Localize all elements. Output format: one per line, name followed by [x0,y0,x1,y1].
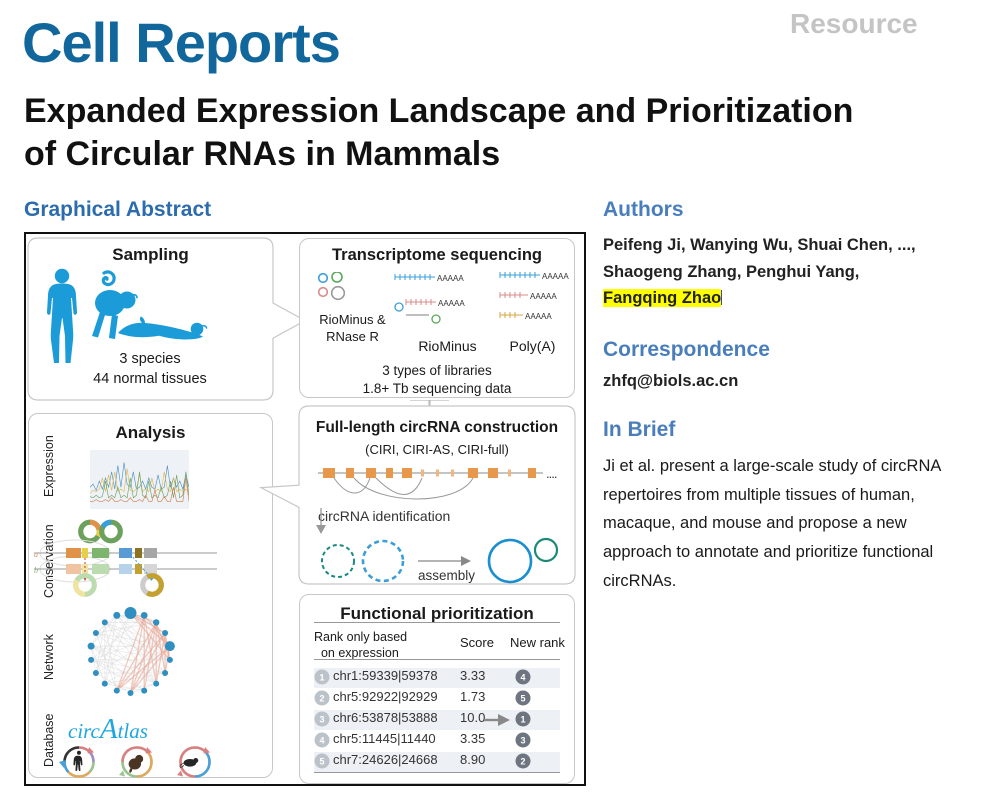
svg-text:2: 2 [319,694,324,704]
svg-text:4: 4 [520,673,525,683]
svg-text:AAAAA: AAAAA [542,272,569,281]
svg-text:AAAAA: AAAAA [437,274,464,283]
svg-text:assembly: assembly [418,568,475,583]
svg-text:1: 1 [319,673,324,683]
svg-text:AAAAA: AAAAA [530,292,557,301]
svg-text:5: 5 [319,757,324,767]
svg-text:4: 4 [319,736,324,746]
svg-text:....: .... [546,466,557,481]
svg-text:5: 5 [520,694,525,704]
svg-text:b: b [34,566,38,575]
svg-text:AAAAA: AAAAA [525,312,552,321]
svg-text:2: 2 [520,757,525,767]
svg-text:3: 3 [520,736,525,746]
svg-text:1: 1 [520,715,525,725]
svg-text:a: a [34,550,38,559]
svg-text:AAAAA: AAAAA [438,299,465,308]
svg-text:3: 3 [319,715,324,725]
